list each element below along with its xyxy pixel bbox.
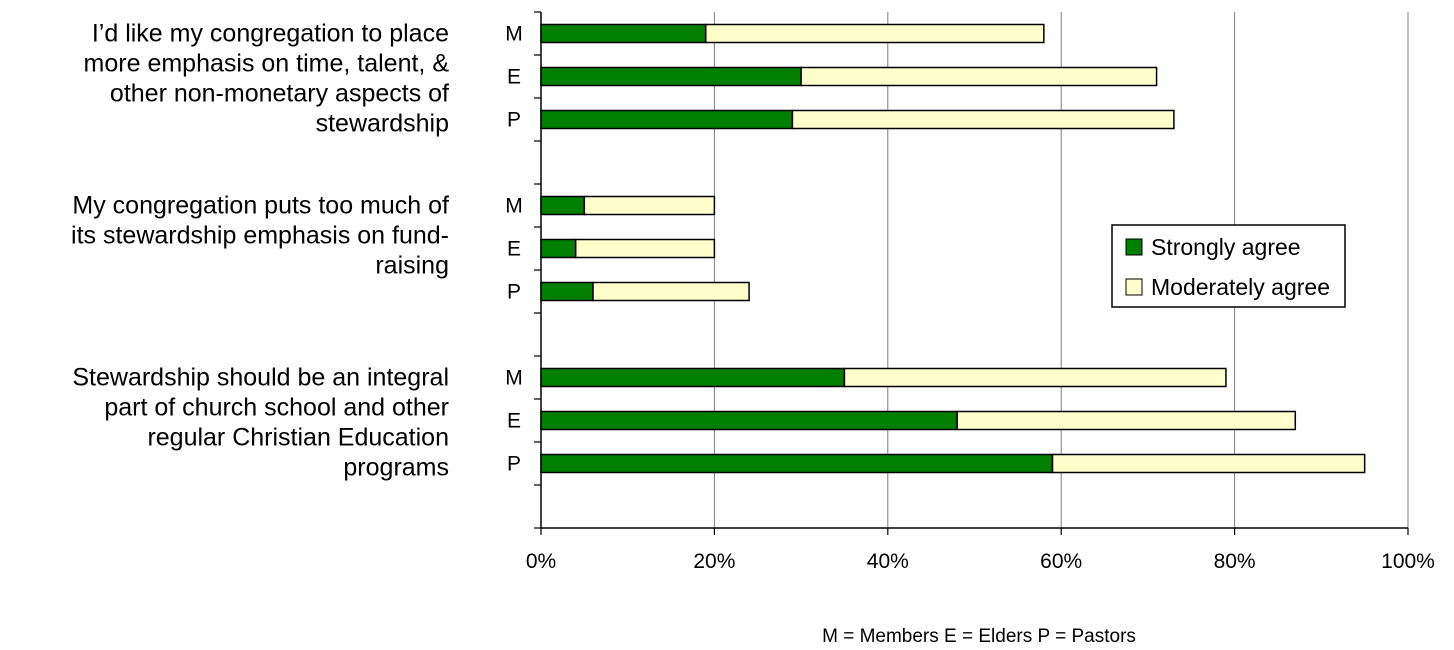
bar-moderately-agree [592, 281, 750, 302]
bar-strongly-agree [540, 281, 594, 302]
row-label: M [505, 23, 523, 46]
question-line: programs [343, 454, 449, 482]
axes [534, 11, 1409, 535]
x-tick-label: 80% [1214, 550, 1256, 573]
bar-strongly-agree [540, 109, 794, 130]
bar-strongly-agree [540, 410, 958, 431]
row-label: E [507, 410, 521, 433]
bar-strongly-agree [540, 367, 846, 388]
row-label: P [507, 453, 521, 476]
row-label: E [507, 66, 521, 89]
row-label: M [505, 195, 523, 218]
legend-box [1111, 224, 1346, 308]
bar-moderately-agree [704, 23, 1045, 44]
bar-moderately-agree [791, 109, 1175, 130]
bar-moderately-agree [1051, 453, 1366, 474]
x-tick-label: 40% [867, 550, 909, 573]
bar-strongly-agree [540, 66, 802, 87]
legend-label-strongly-agree: Strongly agree [1151, 234, 1301, 260]
bars [540, 23, 1366, 474]
bar-moderately-agree [956, 410, 1297, 431]
legend-swatch-strongly-agree [1125, 238, 1143, 256]
bar-strongly-agree [540, 195, 586, 216]
bar-strongly-agree [540, 238, 577, 259]
question-line: its stewardship emphasis on fund- [71, 222, 449, 250]
question-line: stewardship [316, 110, 449, 138]
bar-moderately-agree [583, 195, 716, 216]
question-line: My congregation puts too much of [72, 192, 449, 220]
question-line: I’d like my congregation to place [92, 20, 449, 48]
bar-moderately-agree [574, 238, 716, 259]
question-label: I’d like my congregation to place more em… [84, 20, 450, 138]
bar-strongly-agree [540, 453, 1054, 474]
footnote: M = Members E = Elders P = Pastors [822, 626, 1136, 647]
question-line: other non-monetary aspects of [110, 80, 449, 108]
question-line: more emphasis on time, talent, & [84, 50, 450, 78]
question-line: raising [375, 252, 449, 280]
x-tick-label: 60% [1040, 550, 1082, 573]
question-line: part of church school and other [104, 394, 449, 422]
gridlines [713, 12, 1409, 528]
row-label: M [505, 367, 523, 390]
bar-strongly-agree [540, 23, 707, 44]
row-label: E [507, 238, 521, 261]
legend-label-moderately-agree: Moderately agree [1151, 274, 1330, 300]
bar-moderately-agree [800, 66, 1158, 87]
question-line: regular Christian Education [147, 424, 449, 452]
x-tick-label: 20% [693, 550, 735, 573]
question-label: My congregation puts too much of its stew… [71, 192, 449, 280]
x-tick-label: 0% [526, 550, 556, 573]
question-label: Stewardship should be an integral part of… [72, 364, 449, 482]
row-label: P [507, 281, 521, 304]
legend-swatch-moderately-agree [1125, 278, 1143, 296]
legend: Strongly agree Moderately agree [1111, 224, 1346, 308]
x-tick-label: 100% [1381, 550, 1435, 573]
row-label: P [507, 109, 521, 132]
question-line: Stewardship should be an integral [72, 364, 449, 392]
bar-moderately-agree [843, 367, 1227, 388]
